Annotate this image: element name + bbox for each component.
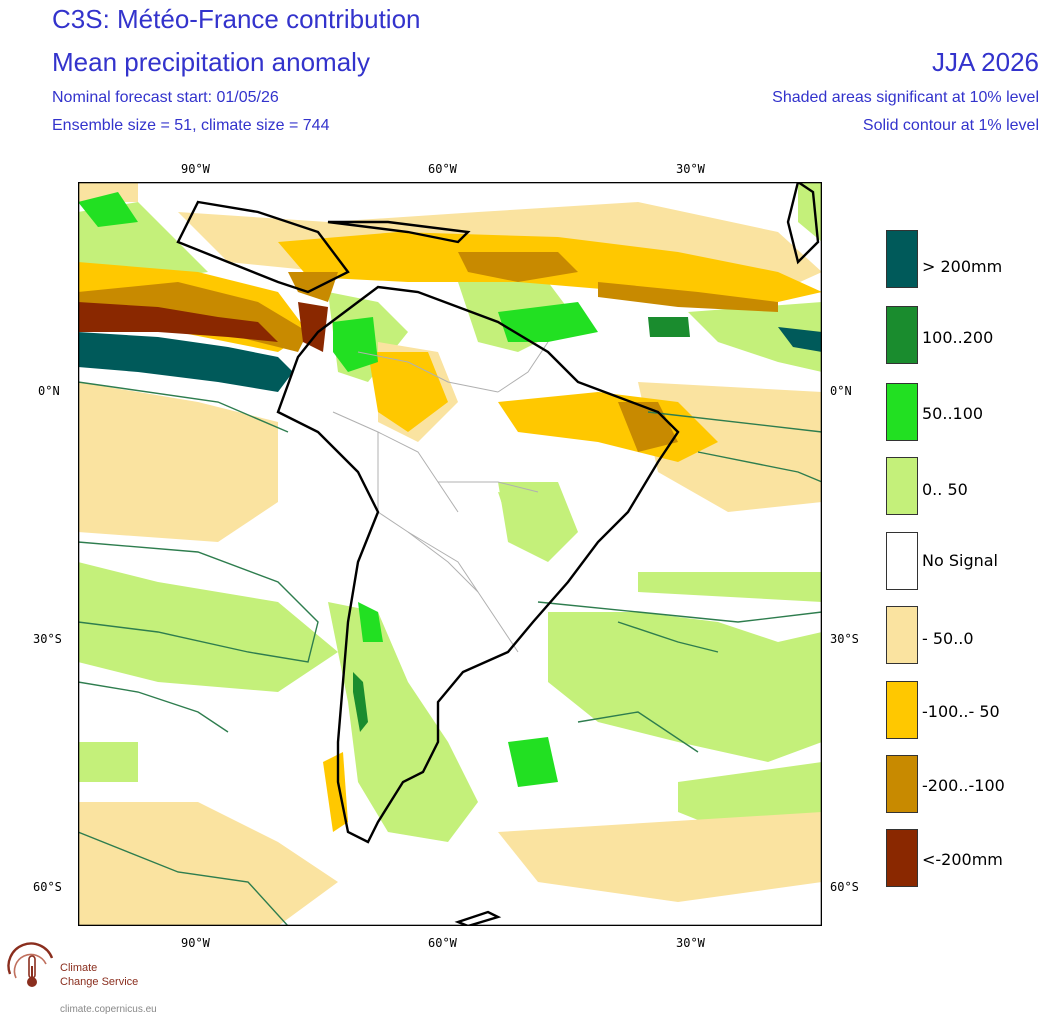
bottom-lon-label: 30°W	[676, 936, 705, 950]
legend-swatch	[886, 532, 918, 590]
anomaly-above-200-areas	[78, 327, 822, 392]
country-borders	[332, 341, 549, 653]
legend-label: <-200mm	[922, 850, 1003, 869]
period-label: JJA 2026	[932, 47, 1039, 77]
legend-label: -200..-100	[922, 776, 1005, 795]
bottom-lon-label: 90°W	[181, 936, 210, 950]
left-lat-label: 30°S	[33, 632, 62, 646]
copernicus-thermometer-icon	[7, 942, 54, 987]
top-lon-label: 30°W	[676, 162, 705, 176]
anomaly-50-100-areas	[78, 192, 598, 787]
legend-label: -100..- 50	[922, 702, 1000, 721]
legend-label: 50..100	[922, 404, 984, 423]
logo-line2: Change Service	[60, 976, 139, 988]
top-lon-label: 90°W	[181, 162, 210, 176]
legend-swatch	[886, 230, 918, 288]
logo-line1: Climate	[60, 962, 98, 974]
page-title: C3S: Météo-France contribution	[52, 4, 421, 34]
right-lat-label: 60°S	[830, 880, 859, 894]
shaded-note: Shaded areas significant at 10% level	[772, 89, 1039, 106]
top-lon-label: 60°W	[428, 162, 457, 176]
logo-url: climate.copernicus.eu	[60, 1004, 157, 1015]
legend-label: - 50..0	[922, 629, 974, 648]
legend-label: No Signal	[922, 551, 998, 570]
legend-swatch	[886, 681, 918, 739]
precipitation-anomaly-map	[78, 182, 822, 926]
left-lat-label: 0°N	[38, 384, 60, 398]
legend-swatch	[886, 829, 918, 887]
right-lat-label: 0°N	[830, 384, 852, 398]
legend-label: 0.. 50	[922, 480, 968, 499]
coastline	[176, 182, 820, 926]
left-lat-label: 60°S	[33, 880, 62, 894]
legend-label: > 200mm	[922, 257, 1003, 276]
legend-swatch	[886, 457, 918, 515]
ensemble-info: Ensemble size = 51, climate size = 744	[52, 117, 330, 134]
map-subtitle: Mean precipitation anomaly	[52, 47, 370, 77]
significance-contours	[78, 381, 822, 926]
legend-label: 100..200	[922, 328, 994, 347]
anomaly-below-minus200-areas	[78, 302, 328, 352]
right-lat-label: 30°S	[830, 632, 859, 646]
legend-swatch	[886, 755, 918, 813]
bottom-lon-label: 60°W	[428, 936, 457, 950]
legend-swatch	[886, 383, 918, 441]
forecast-start: Nominal forecast start: 01/05/26	[52, 89, 279, 106]
legend-swatch	[886, 306, 918, 364]
contour-note: Solid contour at 1% level	[862, 117, 1039, 134]
legend-swatch	[886, 606, 918, 664]
